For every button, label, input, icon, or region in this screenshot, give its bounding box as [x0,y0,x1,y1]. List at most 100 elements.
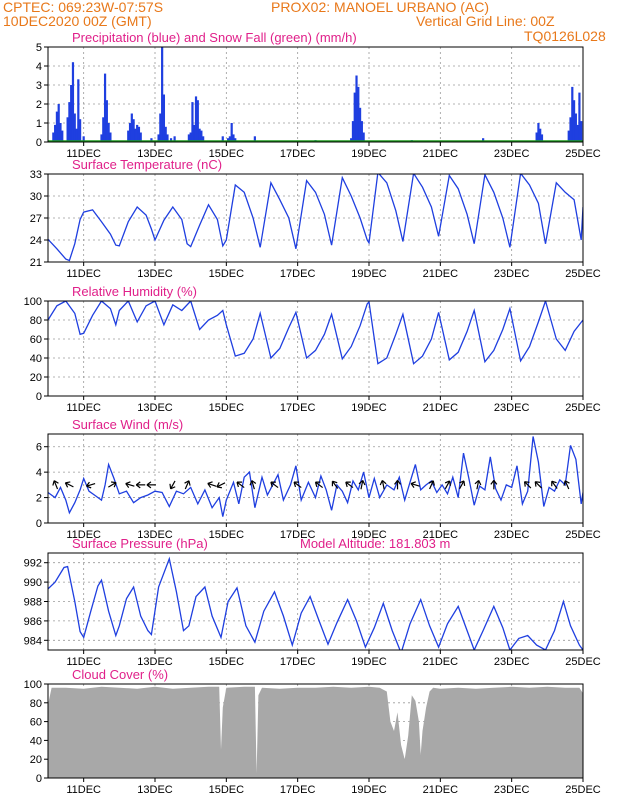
y-tick-label: 20 [30,754,42,766]
precip-bar [166,134,169,142]
precip-bar [137,126,141,142]
wind-arrow [236,481,245,489]
x-tick-label: 23DEC [494,529,530,541]
precip-bar [59,123,62,142]
precip-bar [537,123,540,142]
data-layer [48,556,583,650]
precip-bar [580,121,583,142]
precip-bar [127,130,130,142]
wind-arrow-head [293,481,300,488]
precip-bar [134,128,137,142]
x-tick-label: 23DEC [494,148,530,160]
plot-frame [47,433,584,524]
precip-bar [55,111,59,142]
wind-arrow [534,481,543,489]
precip-bar [253,136,256,142]
precip-bar [572,100,576,142]
header-station: PROX02: MANOEL URBANO (AC) [271,0,490,15]
y-tick-label: 27 [30,213,42,225]
precip-bar [232,134,235,142]
precip-bar [350,138,353,142]
y-tick-label: 30 [30,191,42,203]
precip-bar [574,113,577,142]
y-tick-label: 3 [36,80,42,92]
precip-bar [567,130,570,142]
wind-arrow [410,481,420,488]
wind-arrow [108,481,117,488]
precip-bar [198,128,201,142]
precip-bar [202,136,205,142]
wind-arrow-shaft [444,480,451,490]
wind-arrow-shaft [251,480,255,490]
wind-arrow-head [207,481,213,488]
precip-bar [159,113,162,142]
x-tick-label: 21DEC [423,784,459,796]
x-tick-label: 19DEC [351,784,387,796]
precip-bar [157,134,160,142]
precip-bar [52,132,55,142]
wind-arrow-shaft [534,481,543,489]
wind-arrow [444,480,451,490]
y-tick-label: 6 [36,442,42,454]
precip-bar [136,124,139,142]
y-tick-label: 100 [24,296,42,308]
wind-arrow [474,479,482,490]
x-tick-label: 21DEC [423,268,459,280]
series-line [48,436,583,517]
wind-arrow-head [64,481,71,488]
wind-arrow-head [523,481,530,487]
wind-arrow [249,480,257,490]
wind-arrow-head [394,479,402,485]
x-tick-label: 11DEC [66,529,101,541]
plot-frame [47,300,584,397]
precip-bar [75,128,78,142]
panel-5: 984 986 988 990 992 11DEC 13DEC 15DEC 17DEC 19DEC… [24,536,601,668]
precip-bar [105,100,108,142]
wind-arrow-shaft [315,481,324,489]
y-tick-label: 21 [30,257,42,269]
y-tick-label: 24 [30,235,42,247]
y-tick-label: 0 [36,518,42,530]
precip-bar [234,138,237,142]
x-tick-label: 21DEC [423,148,459,160]
wind-arrow [64,481,74,488]
y-tick-label: 5 [36,42,42,54]
wind-arrow-shaft [564,480,570,490]
wind-arrow-head [216,482,222,489]
wind-arrow-shaft [551,480,558,489]
y-tick-label: 992 [24,558,42,570]
series-line [48,301,583,365]
panel-title: Surface Wind (m/s) [72,417,183,432]
wind-arrow-head [410,481,416,488]
y-tick-label: 20 [30,372,42,384]
panel-title: Cloud Cover (%) [72,667,168,682]
wind-arrow-head [184,480,191,486]
precip-bar [228,136,231,142]
x-tick-label: 13DEC [137,656,173,668]
wind-arrow-shaft [331,480,339,489]
precip-bar [77,79,80,142]
series-line [48,174,583,262]
precip-bar [103,73,107,142]
wind-arrow-shaft [236,481,245,489]
wind-arrow-head [270,481,276,488]
precip-bar [187,134,190,142]
wind-arrow [314,481,324,489]
x-tick-label: 21DEC [423,656,459,668]
wind-arrow-shaft [360,480,364,490]
wind-arrow [169,480,176,490]
precip-bar [576,124,579,142]
panel-title: Surface Pressure (hPa) [72,536,208,551]
precip-bar [66,117,69,142]
y-tick-label: 1 [36,118,42,130]
wind-arrow-head [428,480,435,486]
precip-bar [358,107,362,142]
x-tick-label: 19DEC [351,268,387,280]
plot-frame [47,46,584,143]
precip-bar [194,96,198,142]
x-tick-label: 11DEC [66,656,101,668]
x-tick-label: 19DEC [351,148,387,160]
wind-arrow [394,479,402,490]
y-tick-label: 0 [36,391,42,403]
precip-bar [61,130,64,142]
